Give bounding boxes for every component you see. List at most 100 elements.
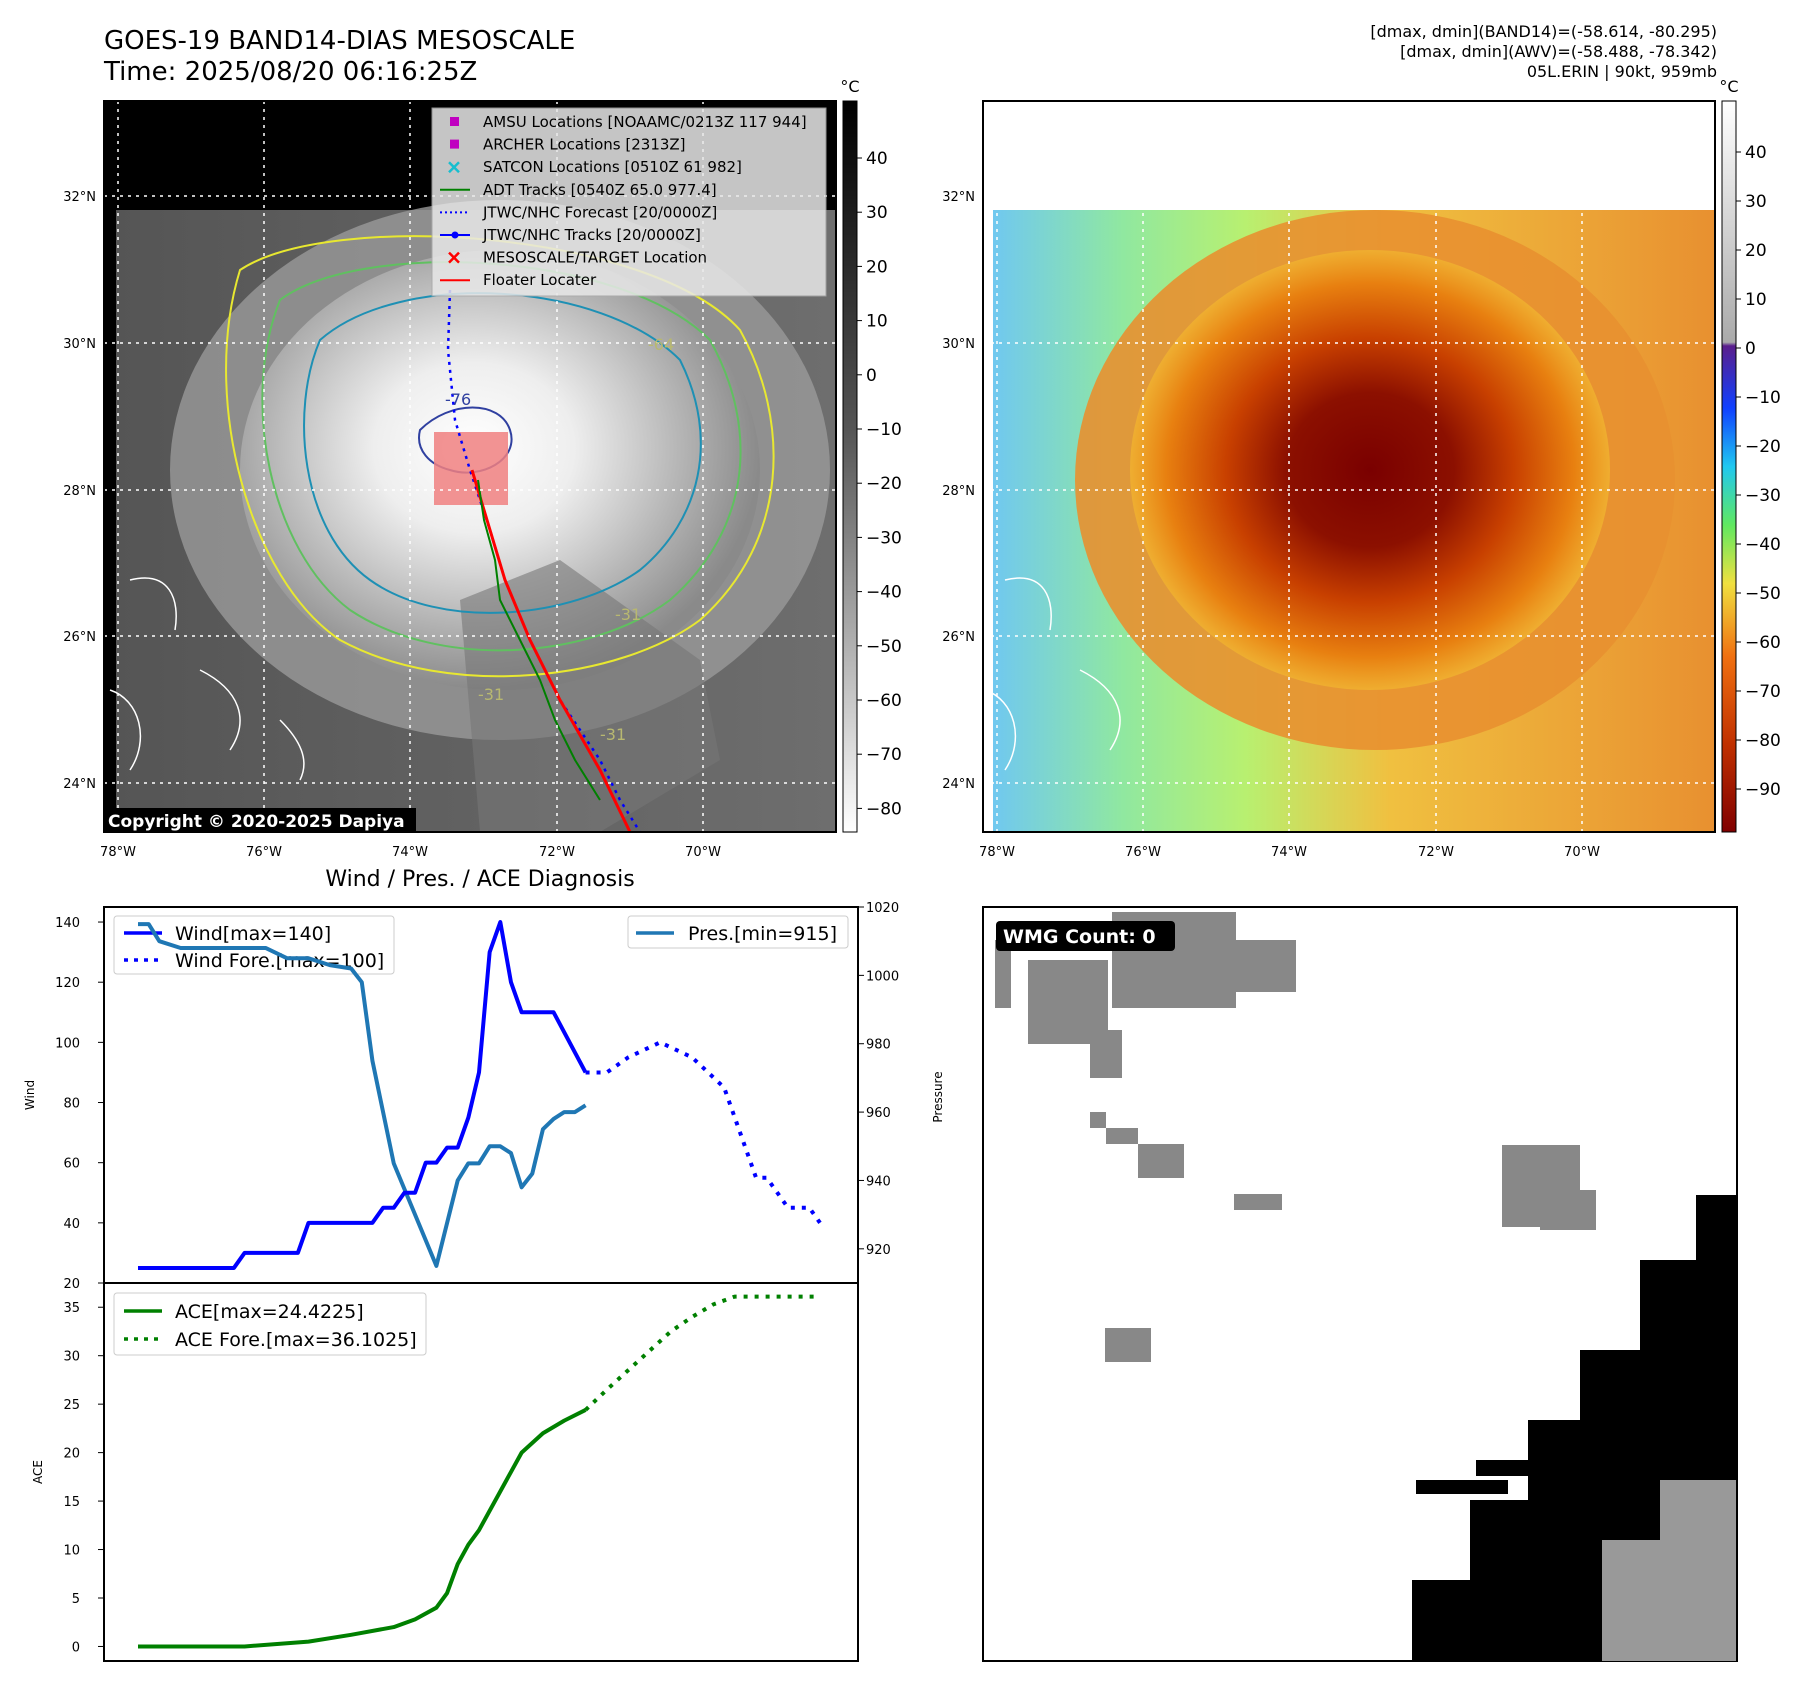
wind-tick-label: 60	[63, 1157, 80, 1172]
ir-colorbar-label: 30	[866, 203, 888, 223]
pressure-tick-label: 960	[866, 1106, 891, 1121]
pressure-tick-label: 940	[866, 1174, 891, 1189]
ir-lon-label: 72°W	[539, 845, 575, 860]
ir-lat-label: 30°N	[63, 337, 96, 352]
wmg-cells	[995, 912, 1736, 1661]
ir-lon-label: 78°W	[100, 845, 136, 860]
legend-marker-square	[450, 117, 459, 126]
ir-colorbar-label: 20	[866, 257, 888, 277]
band14-range: [dmax, dmin](BAND14)=(-58.614, -80.295)	[1370, 22, 1717, 41]
coastline	[109, 577, 305, 781]
ace-series-line	[584, 1294, 820, 1412]
ir-colorbar-label: −70	[866, 745, 902, 765]
pressure-tick-label: 920	[866, 1243, 891, 1258]
figure-time: Time: 2025/08/20 06:16:25Z	[104, 57, 478, 87]
awv-coastline	[984, 577, 1121, 771]
ace-legend: ACE[max=24.4225] ACE Fore.[max=36.1025]	[113, 1292, 427, 1356]
ir-colorbar-label: −50	[866, 637, 902, 657]
diagnosis-title: Wind / Pres. / ACE Diagnosis	[325, 867, 634, 892]
pressure-tick-label: 1020	[866, 901, 899, 916]
awv-colorbar-label: 40	[1745, 143, 1767, 163]
wind-tick-label: 80	[63, 1097, 80, 1112]
awv-colorbar-label: −80	[1745, 731, 1781, 751]
awv-colorbar	[1721, 100, 1737, 833]
ir-lon-label: 70°W	[685, 845, 721, 860]
map-legend-entry: ADT Tracks [0540Z 65.0 977.4]	[483, 181, 717, 199]
map-gridlines	[104, 101, 836, 832]
ir-colorbar-label: −60	[866, 691, 902, 711]
awv-lat-label: 30°N	[942, 337, 975, 352]
pressure-legend: Pres.[min=915]	[627, 915, 849, 949]
awv-colorbar-label: 10	[1745, 290, 1767, 310]
awv-lon-label: 70°W	[1564, 845, 1600, 860]
map-legend-entry: MESOSCALE/TARGET Location	[483, 249, 707, 267]
copyright-box	[104, 808, 416, 832]
pressure-axis-label: Pressure	[931, 1071, 945, 1122]
legend-marker-dot	[451, 231, 459, 239]
ir-map-frame	[103, 100, 837, 833]
wind-axis-label: Wind	[23, 1080, 37, 1110]
awv-colorbar-label: −10	[1745, 388, 1781, 408]
copyright-text: Copyright © 2020-2025 Dapiya	[108, 812, 405, 832]
legend-ace-label: ACE[max=24.4225]	[175, 1301, 364, 1323]
legend-marker-x	[448, 161, 460, 174]
map-legend-entry: Floater Locater	[483, 271, 597, 289]
ir-lon-label: 76°W	[246, 845, 282, 860]
wind-tick-label: 120	[55, 976, 80, 991]
floater-track	[470, 469, 632, 832]
legend-ace-fore-label: ACE Fore.[max=36.1025]	[175, 1329, 417, 1351]
ir-colorbar-label: 40	[866, 149, 888, 169]
awv-colorbar-label: −50	[1745, 584, 1781, 604]
map-legend	[431, 107, 827, 297]
awv-colorbar-label: −60	[1745, 633, 1781, 653]
wind-series-line	[138, 920, 588, 1270]
awv-lat-label: 28°N	[942, 484, 975, 499]
ir-colorbar-label: 10	[866, 312, 888, 332]
awv-lon-label: 72°W	[1418, 845, 1454, 860]
legend-wind-label: Wind[max=140]	[175, 923, 331, 945]
adt-track	[477, 479, 601, 801]
awv-map-frame	[982, 100, 1716, 833]
awv-storm	[1130, 250, 1610, 690]
ir-lat-label: 26°N	[63, 630, 96, 645]
ir-colorbar-label: −20	[866, 474, 902, 494]
awv-colorbar-label: −70	[1745, 682, 1781, 702]
ir-colorbar-unit: °C	[840, 77, 859, 96]
ir-lat-label: 24°N	[63, 777, 96, 792]
awv-colorbar-label: −90	[1745, 780, 1781, 800]
mesoscale-target-box	[434, 432, 508, 505]
awv-lon-label: 74°W	[1271, 845, 1307, 860]
awv-range: [dmax, dmin](AWV)=(-58.488, -78.342)	[1400, 42, 1717, 61]
ace-tick-label: 30	[63, 1350, 80, 1365]
awv-lon-label: 76°W	[1125, 845, 1161, 860]
ace-frame	[103, 1282, 859, 1662]
map-legend-entry: JTWC/NHC Forecast [20/0000Z]	[482, 203, 717, 221]
ace-tick-label: 5	[72, 1592, 80, 1607]
ir-colorbar-label: −40	[866, 583, 902, 603]
wind-series-line	[585, 1040, 822, 1224]
awv-colorbar-label: 20	[1745, 241, 1767, 261]
awv-colorbar-label: −20	[1745, 437, 1781, 457]
ir-lon-label: 74°W	[392, 845, 428, 860]
awv-colorbar-label: −40	[1745, 535, 1781, 555]
map-legend-entry: ARCHER Locations [2313Z]	[483, 136, 686, 154]
ace-series-line	[138, 1408, 587, 1649]
wmg-count-label: WMG Count: 0	[1003, 926, 1156, 948]
pressure-series-line	[138, 922, 587, 1268]
contour-value-label: -31	[478, 685, 504, 704]
awv-gridlines	[983, 101, 1715, 832]
ir-colorbar-label: −30	[866, 528, 902, 548]
legend-marker-x	[448, 251, 460, 264]
wind-tick-label: 40	[63, 1217, 80, 1232]
awv-map-panel	[983, 101, 1715, 832]
awv-lat-label: 26°N	[942, 630, 975, 645]
ir-colorbar-label: −10	[866, 420, 902, 440]
ace-tick-label: 0	[72, 1640, 80, 1655]
ir-colorbar	[842, 100, 858, 833]
awv-lat-label: 24°N	[942, 777, 975, 792]
ace-tick-label: 10	[63, 1544, 80, 1559]
ir-lat-label: 32°N	[63, 190, 96, 205]
contour-value-label: -64	[648, 335, 674, 354]
awv-colorbar-label: 30	[1745, 192, 1767, 212]
contour-value-label: -31	[600, 725, 626, 744]
